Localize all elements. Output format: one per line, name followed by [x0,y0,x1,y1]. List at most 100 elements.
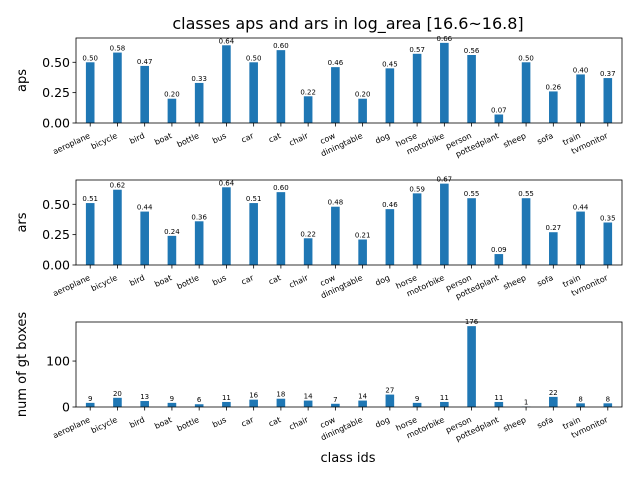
value-label-aeroplane: 0.51 [82,195,98,203]
bar-dog [385,209,395,265]
x-tick-label-cat: cat [267,273,282,286]
value-label-sofa: 22 [549,389,558,397]
x-tick-label-aeroplane: aeroplane [52,131,92,156]
value-label-bus: 11 [222,394,231,402]
value-label-horse: 0.57 [409,46,425,54]
x-tick-label-boat: boat [153,415,173,431]
value-label-boat: 0.24 [164,228,180,236]
value-label-aeroplane: 9 [88,395,92,403]
bar-train [576,403,585,407]
x-tick-label-cat: cat [267,415,282,428]
value-label-chair: 0.22 [300,230,316,238]
y-tick-label: 0.00 [42,116,70,131]
x-tick-label-dog: dog [374,415,391,430]
bar-person [467,198,476,265]
y-axis-label: aps [15,69,30,92]
x-tick-label-dog: dog [374,273,391,288]
bar-diningtable [358,98,367,123]
bar-chair [303,238,313,265]
x-tick-label-bird: bird [128,273,146,288]
value-label-bird: 0.47 [137,58,153,66]
x-tick-label-sheep: sheep [502,415,528,433]
x-tick-label-sheep: sheep [502,273,528,291]
value-label-diningtable: 0.20 [355,91,371,99]
bar-bottle [194,404,204,407]
value-label-train: 8 [578,395,582,403]
x-tick-label-chair: chair [288,415,310,432]
bar-pottedplant [494,114,504,123]
bar-aeroplane [85,62,95,123]
axes-frame [75,321,623,408]
value-label-chair: 0.22 [300,88,316,96]
bar-chair [303,96,313,123]
y-tick-label: 0.25 [42,85,70,100]
x-tick-label-sofa: sofa [536,273,555,288]
value-label-bottle: 6 [197,396,202,404]
value-label-person: 0.55 [464,190,480,198]
value-label-bicycle: 20 [113,390,122,398]
value-label-boat: 9 [170,395,174,403]
y-tick-label: 0.50 [42,197,70,212]
value-label-chair: 14 [304,393,313,401]
value-label-person: 0.56 [464,47,480,55]
x-tick-label-car: car [240,415,256,429]
value-label-horse: 0.59 [409,185,425,193]
bar-tvmonitor [603,78,613,123]
bar-tvmonitor [603,403,613,407]
x-tick-label-car: car [240,273,256,287]
bar-aeroplane [85,402,95,407]
value-label-bicycle: 0.62 [110,182,126,190]
bar-bicycle [113,52,122,123]
bar-car [249,203,258,265]
value-label-boat: 0.20 [164,91,180,99]
bar-cow [331,403,340,407]
value-label-train: 0.44 [573,204,589,212]
bar-bird [140,211,149,265]
subplot-num-of-gt-boxes: 9 aeroplane 20 bicycle 13 bird 9 boat 6 bottle 11 b… [15,312,623,443]
bar-bird [140,65,149,123]
bar-cow [331,206,340,265]
bar-cat [276,50,286,123]
value-label-bus: 0.64 [219,179,235,187]
subplot-aps: 0.50 aeroplane 0.58 bicycle 0.47 bird 0.20 boat… [15,35,623,159]
value-label-diningtable: 14 [358,393,367,401]
x-tick-label-aeroplane: aeroplane [52,273,92,298]
value-label-bus: 0.64 [219,37,235,45]
value-label-sofa: 0.27 [546,224,562,232]
value-label-dog: 0.45 [382,60,398,68]
x-tick-label-boat: boat [153,131,173,147]
value-label-motorbike: 11 [440,394,449,402]
bar-sheep [521,198,531,265]
x-axis-label: class ids [320,451,375,466]
bar-boat [167,402,177,407]
bar-bicycle [113,189,122,265]
value-label-diningtable: 0.21 [355,232,371,240]
value-label-train: 0.40 [573,66,589,74]
y-tick-label: 100 [46,354,70,369]
x-tick-label-bicycle: bicycle [90,415,119,435]
value-label-bottle: 0.36 [191,213,207,221]
value-label-pottedplant: 11 [494,394,503,402]
bar-cat [276,192,286,265]
x-tick-label-cat: cat [267,131,282,144]
x-tick-label-car: car [240,131,256,145]
value-label-pottedplant: 0.09 [491,246,507,254]
subplot-panels: 0.50 aeroplane 0.58 bicycle 0.47 bird 0.20 boat… [15,35,623,443]
value-label-cow: 0.48 [328,199,344,207]
x-tick-label-bird: bird [128,131,146,146]
bar-sofa [549,396,558,407]
y-tick-label: 0.25 [42,227,70,242]
y-axis-label: num of gt boxes [15,312,30,418]
x-tick-label-chair: chair [288,131,310,148]
value-label-motorbike: 0.66 [437,35,453,43]
x-tick-label-bus: bus [211,273,228,287]
value-label-dog: 0.46 [382,201,398,209]
value-label-tvmonitor: 0.37 [600,70,616,78]
x-tick-label-aeroplane: aeroplane [52,415,92,440]
bar-bus [222,187,231,265]
value-label-sofa: 0.26 [546,83,562,91]
value-label-tvmonitor: 8 [606,395,610,403]
bar-car [249,62,258,123]
bar-train [576,211,585,265]
x-tick-label-sofa: sofa [536,415,555,430]
